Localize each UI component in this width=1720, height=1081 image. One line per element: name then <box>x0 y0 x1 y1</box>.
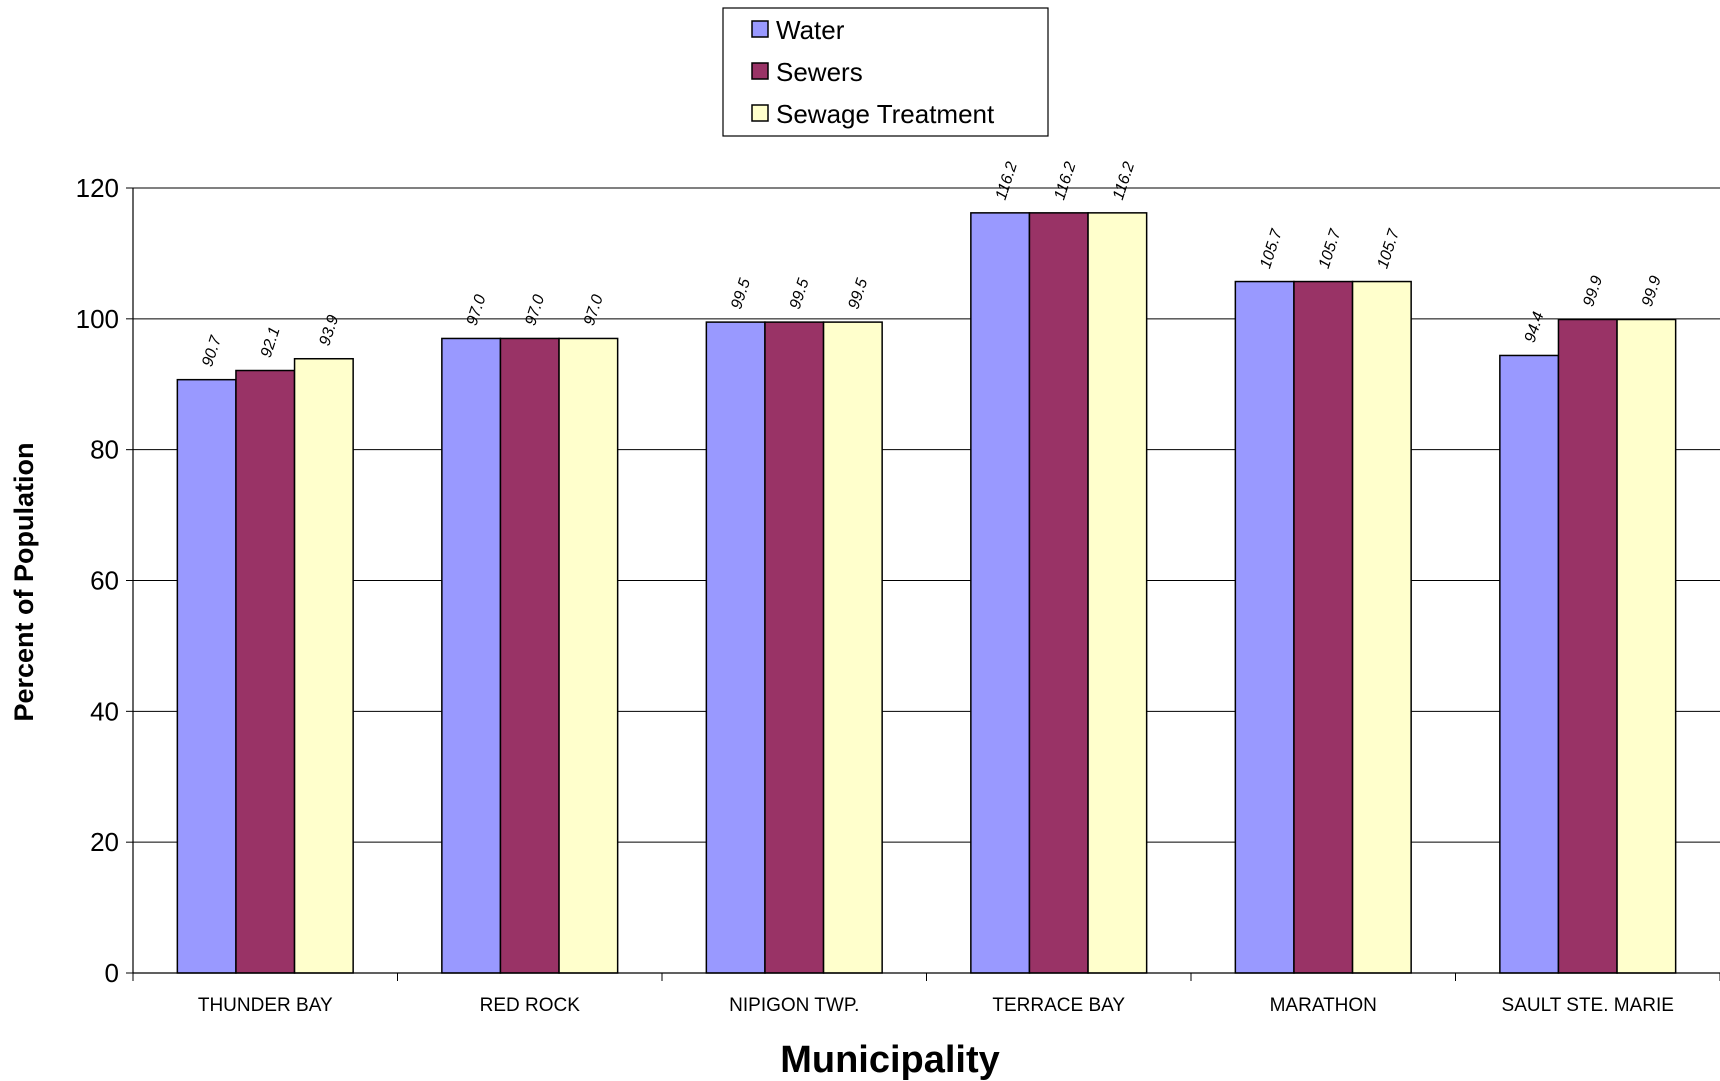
legend-label-sewers: Sewers <box>776 57 863 87</box>
data-label: 99.5 <box>728 276 754 311</box>
data-label: 105.7 <box>1316 226 1345 270</box>
bar <box>441 337 502 974</box>
data-label: 116.2 <box>1110 160 1138 202</box>
y-tick-label: 0 <box>105 958 119 988</box>
data-label: 97.0 <box>464 293 490 328</box>
data-label: 97.0 <box>581 293 607 328</box>
data-labels: 90.7 92.1 93.9 97.0 97.0 97.0 99.5 99.5 99.5 116.… <box>199 160 1665 369</box>
legend-swatch-sewage-treatment <box>751 104 769 122</box>
bar <box>1293 280 1354 974</box>
bar <box>1351 280 1412 974</box>
data-label: 105.7 <box>1374 226 1403 270</box>
data-label: 93.9 <box>316 313 342 348</box>
data-label: 94.4 <box>1522 310 1548 345</box>
legend-label-water: Water <box>776 15 845 45</box>
data-label: 116.2 <box>1051 160 1079 202</box>
data-label: 90.7 <box>199 333 225 369</box>
bar <box>558 337 619 974</box>
bar <box>293 357 354 974</box>
bars <box>176 212 1677 974</box>
bar <box>705 321 766 974</box>
bar <box>970 212 1031 974</box>
bar <box>1557 318 1618 974</box>
bar <box>499 337 560 974</box>
data-label: 99.9 <box>1639 274 1665 309</box>
x-tick-label: TERRACE BAY <box>992 995 1125 1016</box>
x-tick-label: NIPIGON TWP. <box>729 995 859 1016</box>
legend-swatch-sewers <box>751 62 769 80</box>
y-tick-label: 20 <box>90 827 119 857</box>
bar <box>1087 212 1148 974</box>
bar <box>822 321 883 974</box>
bar <box>764 321 825 974</box>
bar <box>1616 318 1677 974</box>
data-label: 116.2 <box>993 160 1021 202</box>
bar <box>1499 354 1560 974</box>
legend: Water Sewers Sewage Treatment <box>722 7 1049 137</box>
y-tick-label: 100 <box>76 304 119 334</box>
data-label: 105.7 <box>1257 226 1286 270</box>
data-label: 99.5 <box>845 276 871 311</box>
x-tick-label: MARATHON <box>1270 995 1377 1016</box>
y-tick-label: 40 <box>90 696 119 726</box>
gridlines <box>133 187 1720 843</box>
data-label: 99.9 <box>1580 274 1606 309</box>
data-label: 92.1 <box>258 325 284 360</box>
bar <box>1028 212 1089 974</box>
y-tick-label: 120 <box>76 173 119 203</box>
data-label: 99.5 <box>787 276 813 311</box>
data-label: 97.0 <box>522 293 548 328</box>
x-tick-label: SAULT STE. MARIE <box>1502 995 1674 1016</box>
legend-swatch-water <box>751 20 769 38</box>
y-axis-title: Percent of Population <box>9 442 39 721</box>
y-tick-label: 60 <box>90 566 119 596</box>
x-axis-title: Municipality <box>780 1039 1000 1081</box>
y-tick-label: 80 <box>90 435 119 465</box>
bar <box>1234 280 1295 974</box>
legend-label-sewage-treatment: Sewage Treatment <box>776 99 995 129</box>
x-tick-label: RED ROCK <box>480 995 581 1016</box>
legend-box <box>722 7 1049 137</box>
bar <box>176 378 237 974</box>
x-tick-label: THUNDER BAY <box>198 995 333 1016</box>
bar <box>235 369 296 974</box>
axes: 0 20 40 60 80 100 120 THUNDER BAY RED ROCK NIPIGO… <box>76 173 1720 1016</box>
